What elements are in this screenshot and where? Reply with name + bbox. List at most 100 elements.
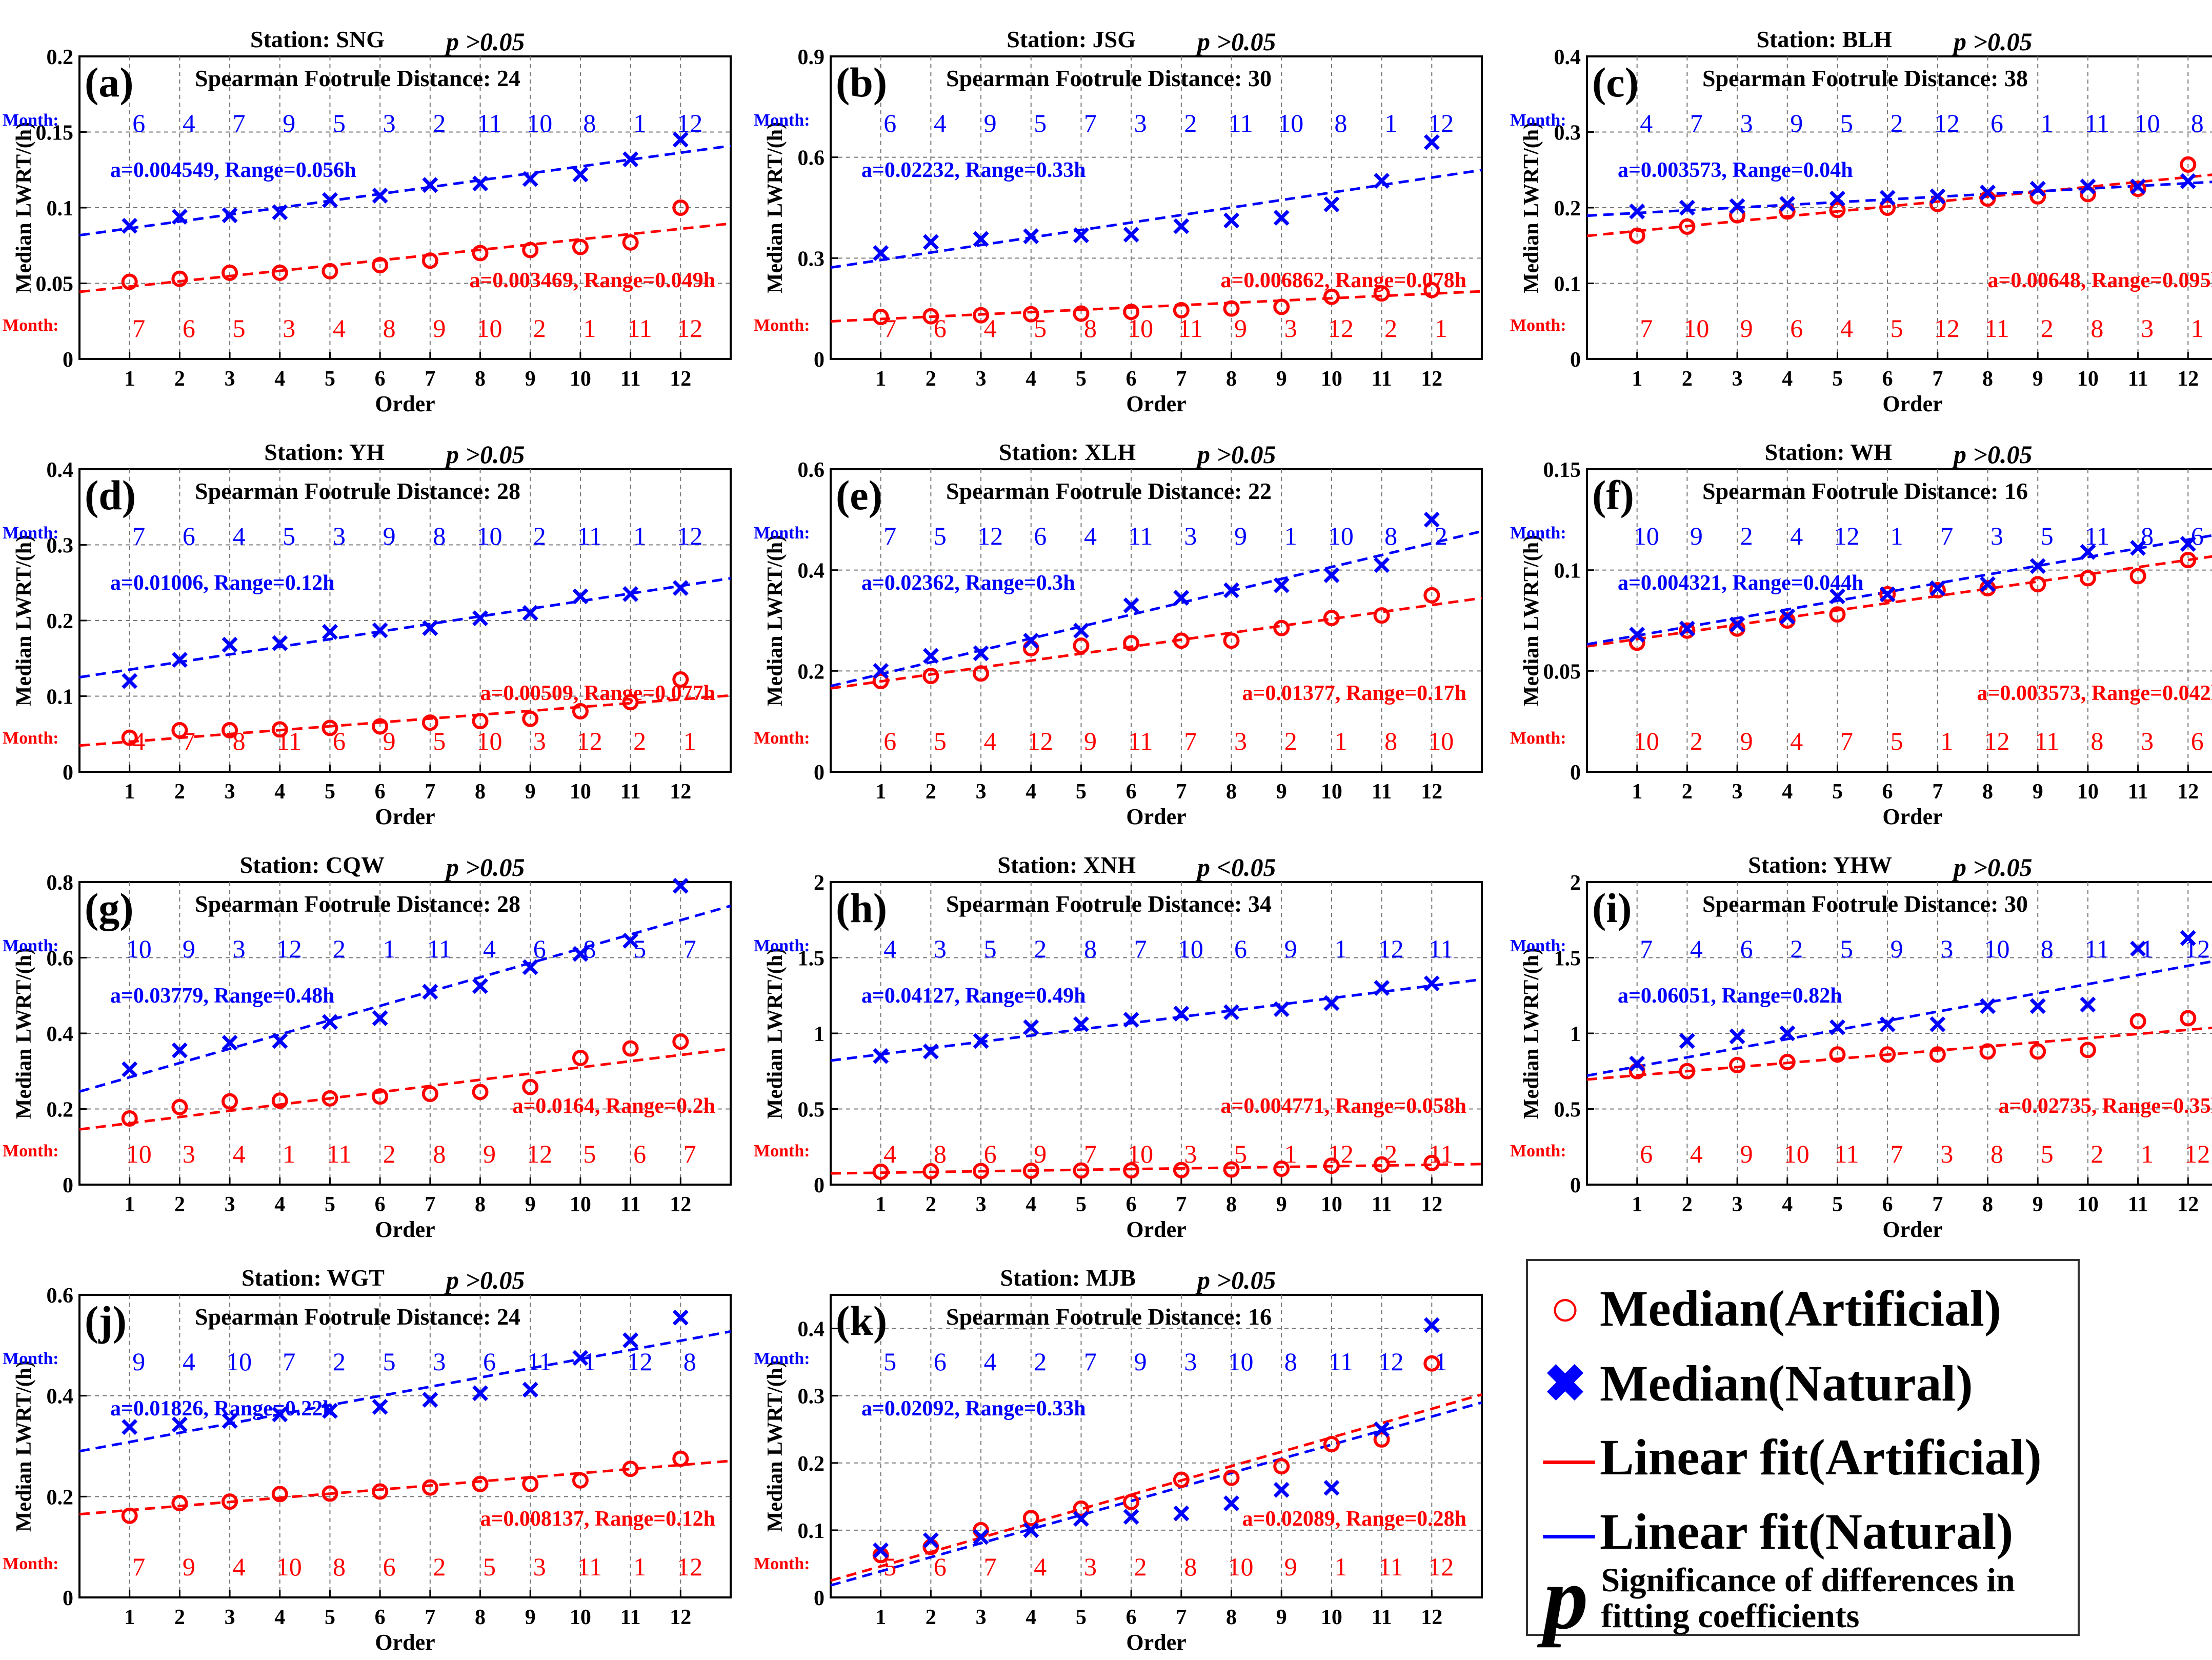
natural-month-value: 5 <box>984 934 997 963</box>
cross-stroke <box>2180 173 2196 189</box>
natural-month-value: 1 <box>383 934 396 963</box>
y-tick-label: 0.3 <box>1554 122 1581 145</box>
natural-month-value: 11 <box>2085 934 2109 963</box>
y-tick-label: 0.6 <box>798 147 825 170</box>
natural-month-value: 7 <box>1134 934 1147 963</box>
x-tick-label: 2 <box>1682 367 1693 391</box>
natural-point <box>272 1406 288 1423</box>
x-tick-label: 8 <box>1982 367 1993 391</box>
artificial-point <box>121 1110 138 1127</box>
cross-stroke <box>472 1385 489 1402</box>
natural-point <box>873 663 889 679</box>
x-tick-label: 10 <box>1321 1606 1342 1629</box>
artificial-point <box>1729 620 1746 637</box>
cross-stroke <box>1423 511 1440 528</box>
natural-point <box>372 1010 388 1026</box>
artificial-month-value: 1 <box>633 1552 646 1581</box>
natural-point <box>1323 1479 1340 1496</box>
artificial-month-value: 4 <box>233 1552 246 1581</box>
cross-stroke <box>1273 1001 1290 1017</box>
artificial-month-value: 2 <box>383 1139 396 1168</box>
artificial-point <box>1423 1154 1440 1171</box>
cross-stroke <box>672 580 689 596</box>
artificial-point <box>321 1485 338 1502</box>
natural-month-value: 9 <box>183 934 195 963</box>
natural-month-value: 3 <box>934 934 947 963</box>
x-tick-label: 5 <box>1076 1193 1087 1216</box>
artificial-month-value: 9 <box>1740 314 1753 343</box>
natural-month-value: 6 <box>1740 934 1753 963</box>
y-tick-label: 0.15 <box>1543 458 1581 482</box>
x-tick-label: 1 <box>124 1193 135 1216</box>
artificial-month-label: Month: <box>1510 1142 1566 1161</box>
artificial-month-label: Month: <box>3 1142 59 1161</box>
y-tick-label: 0.8 <box>47 871 74 895</box>
cross-stroke <box>1779 196 1796 212</box>
x-tick-label: 11 <box>620 780 641 804</box>
cross-stroke <box>622 151 639 168</box>
artificial-point <box>2079 1042 2096 1058</box>
artificial-fit-line <box>1586 555 2212 648</box>
natural-month-value: 9 <box>1284 934 1297 963</box>
natural-month-value: 7 <box>1940 522 1953 550</box>
artificial-month-value: 8 <box>433 1139 446 1168</box>
cross-stroke <box>922 234 939 250</box>
natural-point <box>2080 544 2096 560</box>
artificial-month-value: 7 <box>132 314 145 343</box>
station-title: Station: JSG <box>1007 26 1136 52</box>
natural-fit-annotation: a=0.03779, Range=0.48h <box>110 984 335 1008</box>
natural-month-value: 3 <box>1940 934 1953 963</box>
artificial-month-value: 4 <box>1790 727 1803 755</box>
natural-point <box>1223 1004 1240 1021</box>
artificial-month-value: 6 <box>633 1139 646 1168</box>
cross-stroke <box>1374 1421 1390 1437</box>
artificial-month-value: 11 <box>1379 1552 1403 1581</box>
x-axis-label: Order <box>1882 391 1942 416</box>
station-title: Station: MJB <box>1000 1265 1136 1291</box>
artificial-month-label: Month: <box>754 316 810 335</box>
cross-stroke <box>1323 567 1340 583</box>
x-tick-label: 8 <box>1226 780 1237 804</box>
natural-point <box>672 131 689 148</box>
artificial-point <box>1123 1162 1140 1179</box>
natural-month-label: Month: <box>3 524 59 543</box>
cross-stroke <box>422 620 438 636</box>
natural-month-value: 4 <box>183 109 195 137</box>
x-tick-label: 5 <box>1076 780 1087 804</box>
artificial-point <box>872 673 889 689</box>
natural-point <box>572 946 589 962</box>
natural-month-value: 3 <box>433 1347 446 1376</box>
x-tick-label: 6 <box>375 780 386 804</box>
cross-stroke <box>222 1034 238 1051</box>
artificial-point <box>1173 632 1190 649</box>
cross-stroke <box>1173 218 1190 234</box>
artificial-point <box>1273 619 1290 636</box>
artificial-month-value: 9 <box>1740 727 1753 755</box>
artificial-month-value: 11 <box>1178 314 1203 343</box>
natural-fit-line <box>79 577 731 679</box>
natural-month-value: 7 <box>1084 1347 1097 1376</box>
artificial-point <box>2180 552 2197 568</box>
natural-month-label: Month: <box>754 936 810 955</box>
natural-month-value: 10 <box>477 522 502 550</box>
artificial-point <box>1073 305 1090 322</box>
dash-line-icon: — <box>1543 1429 1595 1486</box>
cross-stroke <box>1679 1033 1695 1049</box>
natural-month-value: 10 <box>1178 934 1203 963</box>
x-tick-label: 4 <box>274 367 285 391</box>
artificial-month-value: 2 <box>1134 1552 1147 1581</box>
artificial-month-value: 2 <box>1384 1139 1397 1168</box>
natural-point <box>2130 539 2146 556</box>
artificial-month-value: 8 <box>1990 1139 2003 1168</box>
x-tick-label: 3 <box>225 367 235 391</box>
x-tick-label: 4 <box>1025 1606 1036 1629</box>
x-tick-label: 10 <box>1321 367 1342 391</box>
natural-month-value: 5 <box>1840 934 1853 963</box>
artificial-month-value: 8 <box>2090 727 2103 755</box>
p-value-label: p >0.05 <box>444 853 525 882</box>
artificial-point <box>1173 302 1190 318</box>
x-tick-label: 12 <box>2177 1193 2199 1216</box>
natural-point <box>522 959 538 975</box>
natural-point <box>1374 173 1390 189</box>
